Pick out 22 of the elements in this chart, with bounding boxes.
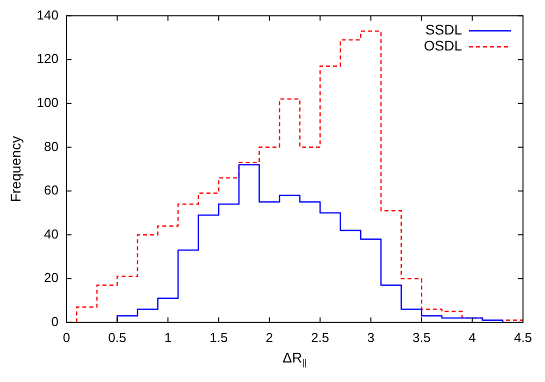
x-tick-label: 3.5 [412,330,431,345]
x-tick-label: 4 [468,330,476,345]
x-tick-label: 1 [164,330,172,345]
x-tick-label: 0 [62,330,70,345]
y-tick-label: 140 [36,7,58,22]
y-tick-label: 120 [36,51,58,66]
x-tick-label: 1.5 [210,330,228,345]
x-tick-label: 0.5 [108,330,126,345]
x-tick-label: 3 [367,330,374,345]
y-axis-title: Frequency [7,136,24,202]
y-tick-label: 40 [44,226,58,242]
x-axis-title: ΔR|| [282,349,307,368]
legend-label: SSDL [425,22,462,38]
x-tick-label: 2.5 [311,330,330,345]
legend-label: OSDL [424,38,462,54]
x-tick-label: 4.5 [514,330,532,345]
x-tick-label: 2 [266,330,273,345]
y-tick-label: 60 [44,182,58,198]
y-tick-label: 80 [44,138,58,154]
y-tick-label: 100 [36,94,58,110]
y-tick-label: 20 [44,270,58,286]
y-tick-label: 0 [51,314,58,329]
